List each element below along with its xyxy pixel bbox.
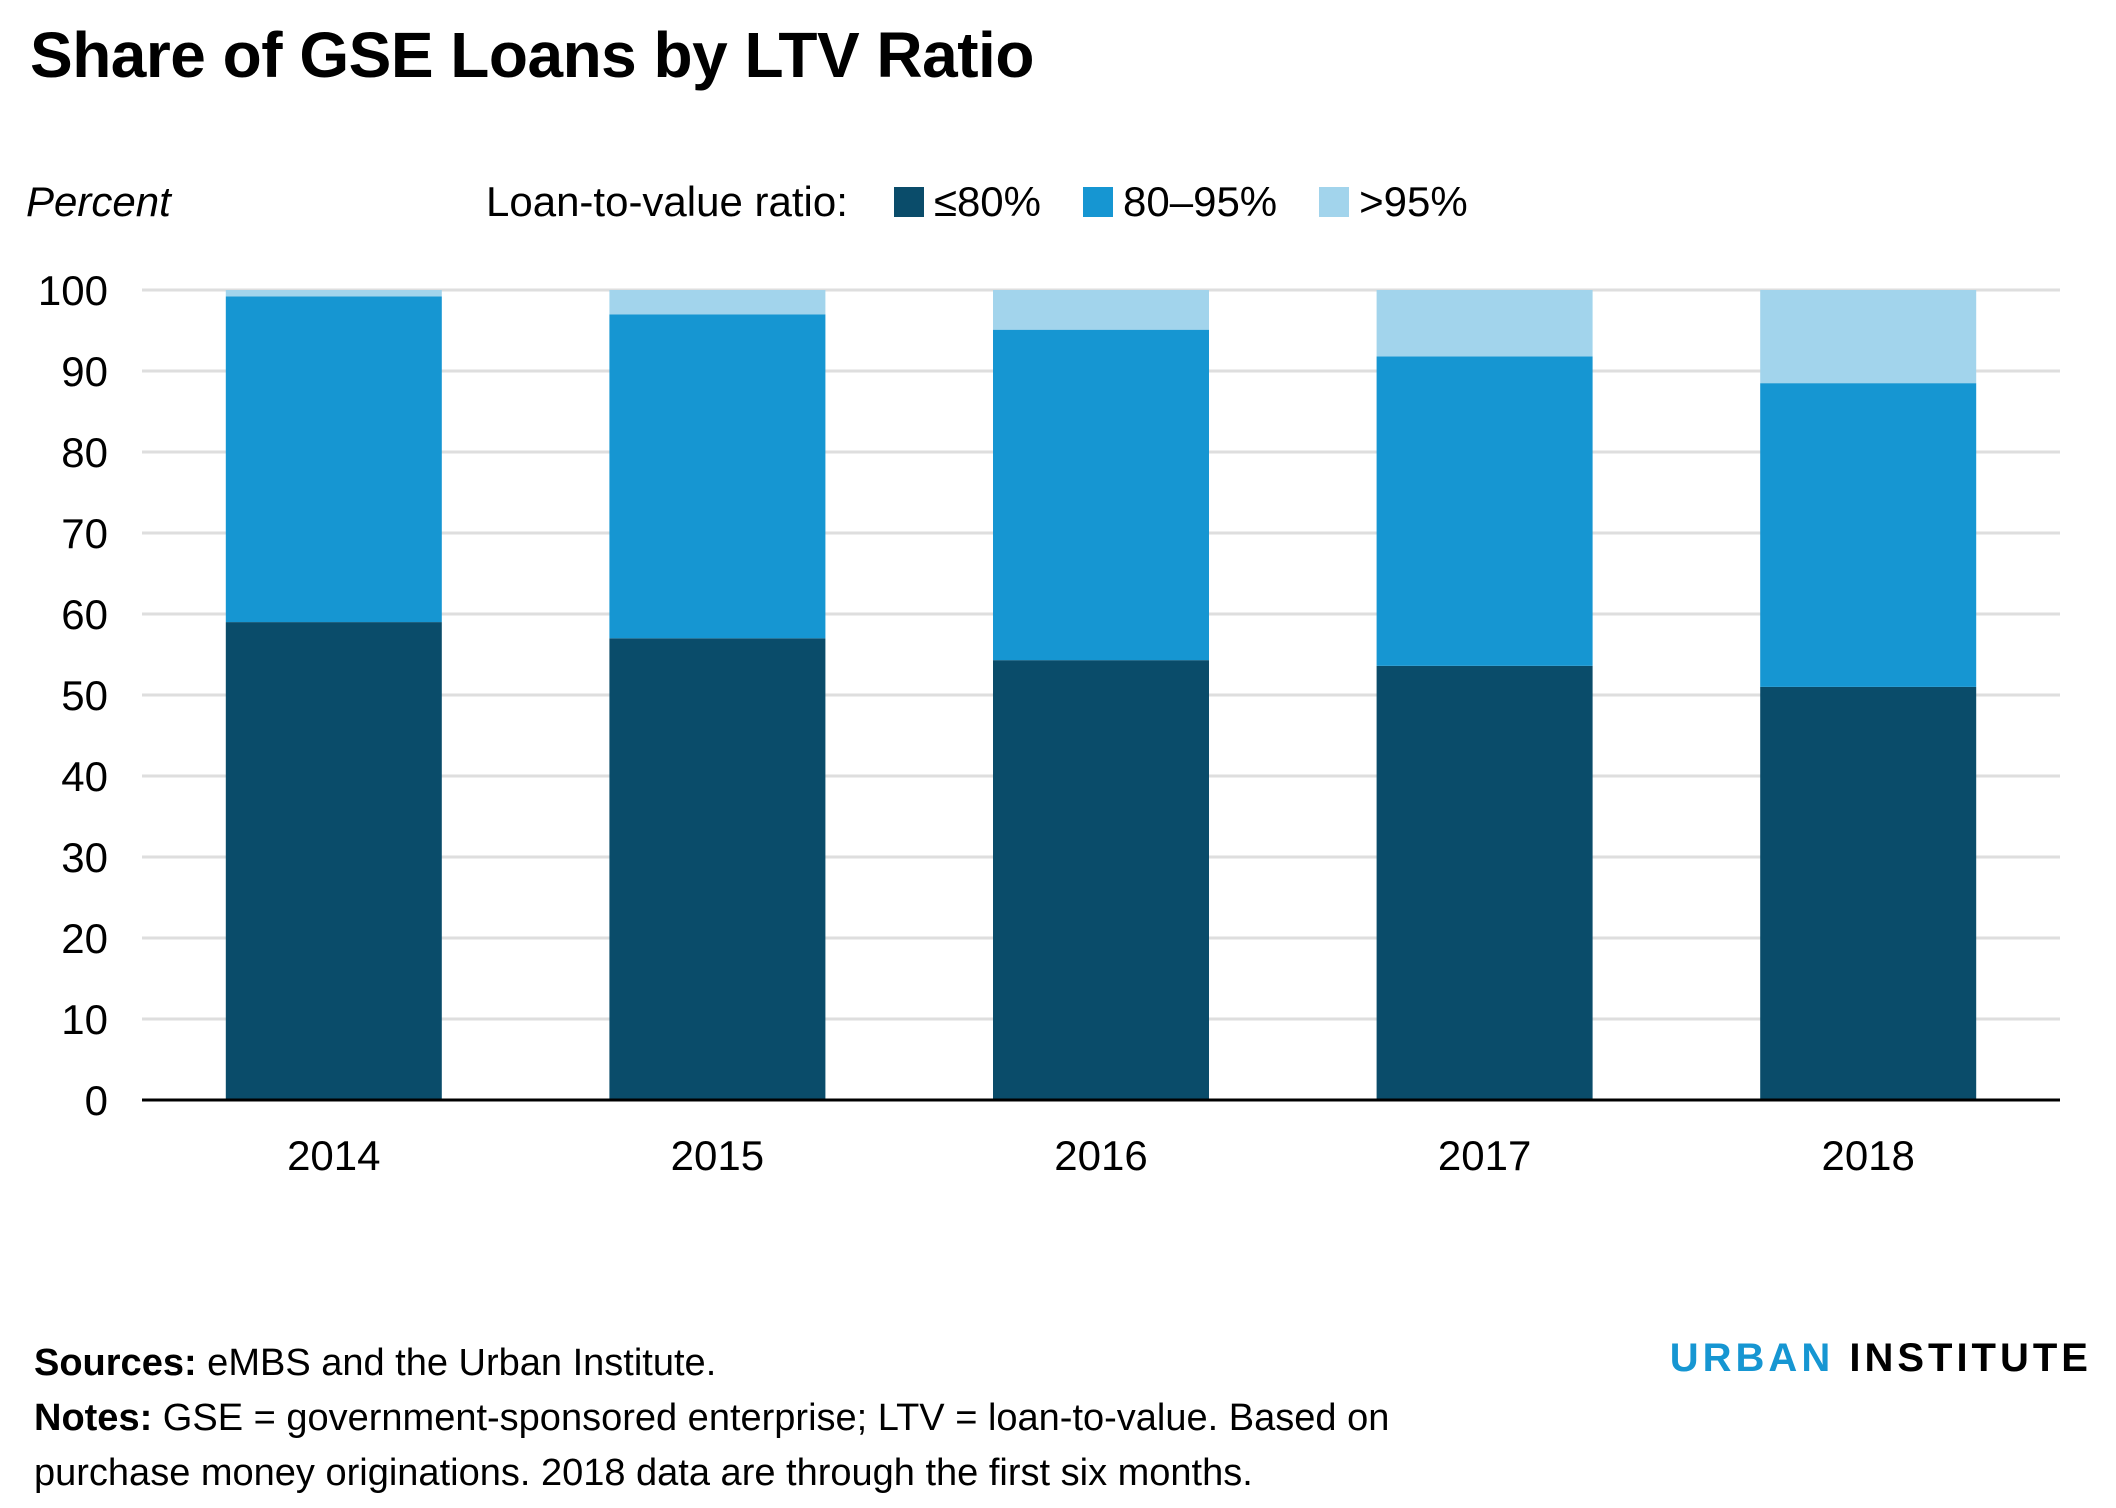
footer: Sources: eMBS and the Urban Institute. N… [34, 1336, 1674, 1501]
x-tick-label-2018: 2018 [1821, 1132, 1914, 1179]
legend-swatch-le80 [893, 187, 924, 217]
bar-2016-series-1 [993, 329, 1209, 661]
y-tick-label-80: 80 [61, 429, 108, 476]
y-tick-label-40: 40 [61, 753, 108, 800]
urban-institute-logo: URBAN INSTITUTE [1670, 1336, 2092, 1381]
bar-2017-series-2 [1376, 290, 1593, 357]
legend-item-le80: ≤80% [893, 178, 1042, 226]
legend-label-gt95: >95% [1359, 178, 1468, 225]
legend-item-gt95: >95% [1319, 178, 1468, 226]
sources-label: Sources: [34, 1342, 197, 1384]
y-tick-label-0: 0 [85, 1077, 108, 1124]
chart-title: Share of GSE Loans by LTV Ratio [30, 19, 1034, 91]
notes-line-2: purchase money originations. 2018 data a… [34, 1452, 1253, 1494]
y-tick-label-30: 30 [61, 834, 108, 881]
x-tick-label-2017: 2017 [1438, 1132, 1531, 1179]
x-tick-label-2014: 2014 [287, 1132, 380, 1179]
bar-2014-series-2 [225, 290, 442, 297]
y-tick-label-100: 100 [38, 267, 108, 314]
bar-2014-series-0 [225, 622, 442, 1100]
notes-text-line1: GSE = government-sponsored enterprise; L… [152, 1397, 1390, 1439]
legend-label-80-95: 80–95% [1123, 178, 1278, 225]
bar-2016-series-0 [993, 660, 1209, 1100]
sources-text: eMBS and the Urban Institute. [196, 1342, 717, 1384]
legend-label-le80: ≤80% [933, 178, 1042, 225]
notes-label: Notes: [34, 1397, 153, 1439]
bar-2017-series-1 [1376, 356, 1593, 666]
bar-2018-series-0 [1760, 686, 1977, 1100]
y-tick-label-70: 70 [61, 510, 108, 557]
y-axis-label: Percent [26, 178, 171, 225]
bar-2018-series-1 [1760, 383, 1977, 687]
bar-2015-series-1 [609, 314, 826, 639]
legend-swatch-gt95 [1319, 187, 1350, 217]
legend-swatch-80-95 [1083, 187, 1114, 217]
legend-item-80-95: 80–95% [1083, 178, 1277, 226]
y-tick-label-60: 60 [61, 591, 108, 638]
x-tick-label-2016: 2016 [1054, 1132, 1147, 1179]
bar-2017-series-0 [1376, 665, 1593, 1100]
notes-line: Notes: GSE = government-sponsored enterp… [34, 1391, 1674, 1446]
bar-2015-series-0 [609, 638, 826, 1100]
bar-2018-series-2 [1760, 290, 1977, 384]
bar-2014-series-1 [225, 296, 442, 623]
legend-title: Loan-to-value ratio: [486, 178, 848, 225]
y-tick-label-10: 10 [61, 996, 108, 1043]
logo-institute: INSTITUTE [1849, 1336, 2092, 1380]
bar-2015-series-2 [609, 290, 826, 315]
y-tick-label-50: 50 [61, 672, 108, 719]
y-tick-label-20: 20 [61, 915, 108, 962]
logo-urban: URBAN [1669, 1336, 1835, 1380]
bar-2016-series-2 [993, 290, 1209, 330]
x-tick-label-2015: 2015 [671, 1132, 764, 1179]
sources-line: Sources: eMBS and the Urban Institute. [34, 1336, 1674, 1391]
stacked-bar-chart: 0 10 20 30 40 50 60 70 80 90 100 2014 2015 2016 2017 20… [38, 267, 2060, 1179]
y-tick-label-90: 90 [61, 348, 108, 395]
legend: Loan-to-value ratio: ≤80% 80–95% >95% [486, 178, 1510, 226]
